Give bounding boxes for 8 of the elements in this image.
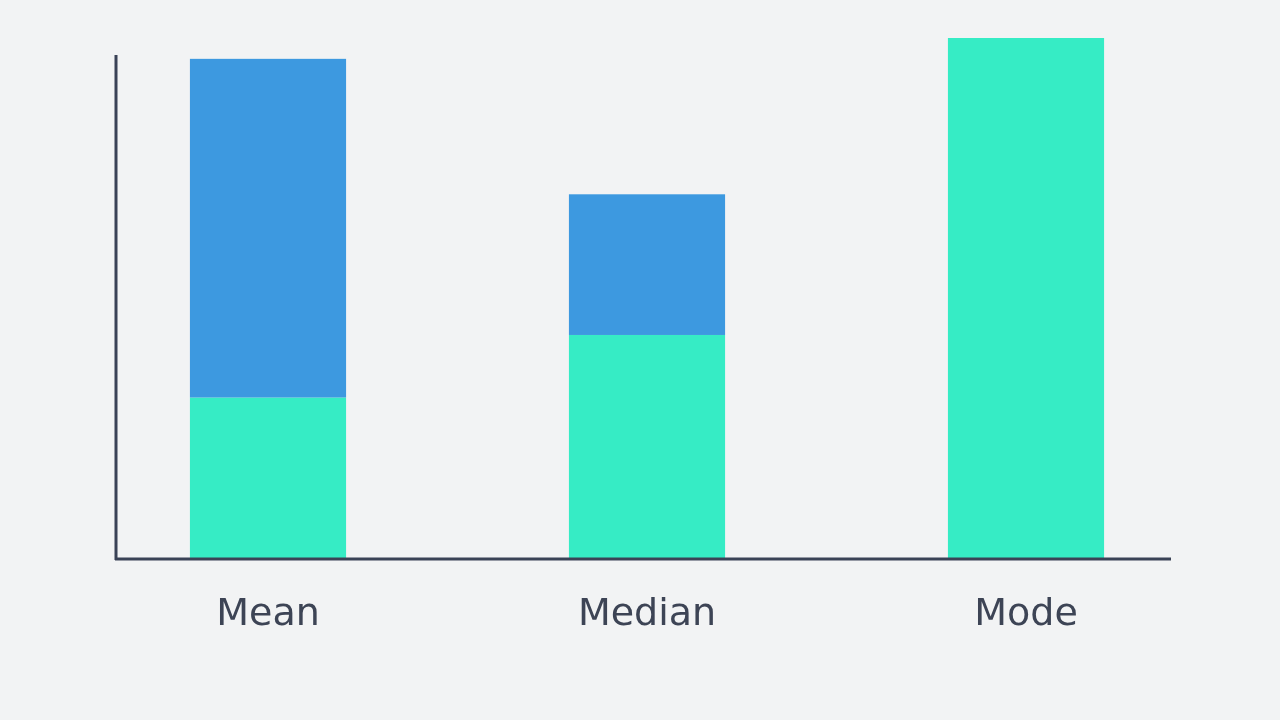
x-tick-label: Mode — [974, 590, 1078, 634]
bar — [568, 194, 726, 335]
x-tick-label: Mean — [216, 590, 320, 634]
x-tick-label: Median — [577, 590, 717, 634]
bar — [189, 397, 347, 559]
bar — [947, 38, 1105, 559]
bar — [568, 334, 726, 559]
bar — [189, 58, 347, 398]
